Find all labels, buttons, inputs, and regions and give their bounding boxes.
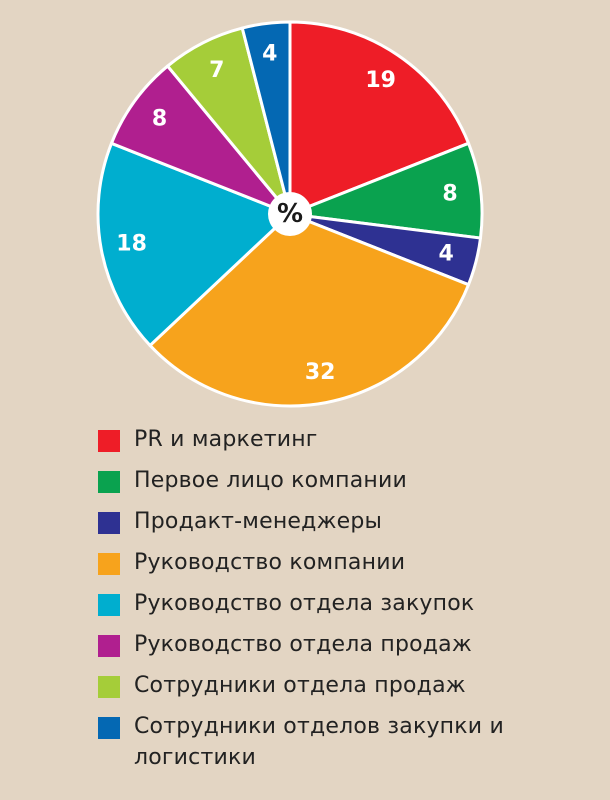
- legend-label: Руководство отдела закупок: [134, 591, 475, 616]
- slice-value-label-8: 4: [262, 42, 277, 67]
- slice-value-label-1: 19: [365, 68, 396, 93]
- pie-slice-4: [148, 212, 471, 408]
- legend-label: Сотрудники отделов закупки и логистики: [134, 714, 504, 770]
- slice-value-label-2: 8: [442, 181, 457, 206]
- legend-item-2: Первое лицо компании: [98, 465, 598, 496]
- legend-swatch: [98, 635, 120, 657]
- center-percent-label: %: [277, 199, 303, 229]
- legend-swatch: [98, 512, 120, 534]
- legend-label: Руководство отдела продаж: [134, 632, 472, 657]
- legend-label: Сотрудники отдела продаж: [134, 673, 466, 698]
- legend-swatch: [98, 676, 120, 698]
- slice-value-label-7: 7: [209, 58, 224, 83]
- legend-item-3: Продакт-менеджеры: [98, 506, 598, 537]
- legend-swatch: [98, 471, 120, 493]
- slice-value-label-3: 4: [439, 242, 454, 267]
- legend-item-5: Руководство отдела закупок: [98, 588, 598, 619]
- pie-slices: [96, 20, 484, 408]
- pie-slice-labels: 19 8 4 32 18 8 7 4: [116, 42, 457, 385]
- pie-slice-6: [109, 64, 292, 216]
- legend-swatch: [98, 553, 120, 575]
- slice-value-label-6: 8: [152, 107, 167, 132]
- legend-item-7: Сотрудники отдела продаж: [98, 670, 598, 701]
- legend: PR и маркетинг Первое лицо компании Продак…: [98, 424, 598, 783]
- pie-slice-1: [288, 20, 471, 216]
- legend-item-6: Руководство отдела продаж: [98, 629, 598, 660]
- legend-item-4: Руководство компании: [98, 547, 598, 578]
- pie-slice-5: [96, 141, 292, 347]
- legend-label: PR и маркетинг: [134, 427, 318, 452]
- center-badge: [268, 192, 312, 236]
- legend-swatch: [98, 717, 120, 739]
- legend-item-8: Сотрудники отделов закупки и логистики: [98, 711, 598, 773]
- pie-slice-2: [288, 141, 484, 240]
- legend-swatch: [98, 594, 120, 616]
- slice-value-label-5: 18: [116, 232, 147, 257]
- slice-value-label-4: 32: [305, 360, 336, 385]
- legend-label: Продакт-менеджеры: [134, 509, 383, 534]
- legend-label: Первое лицо компании: [134, 468, 407, 493]
- pie-chart: 19 8 4 32 18 8 7 4 %: [96, 20, 484, 408]
- legend-label: Руководство компании: [134, 550, 406, 575]
- legend-swatch: [98, 430, 120, 452]
- pie-slice-8: [240, 20, 292, 216]
- legend-item-1: PR и маркетинг: [98, 424, 598, 455]
